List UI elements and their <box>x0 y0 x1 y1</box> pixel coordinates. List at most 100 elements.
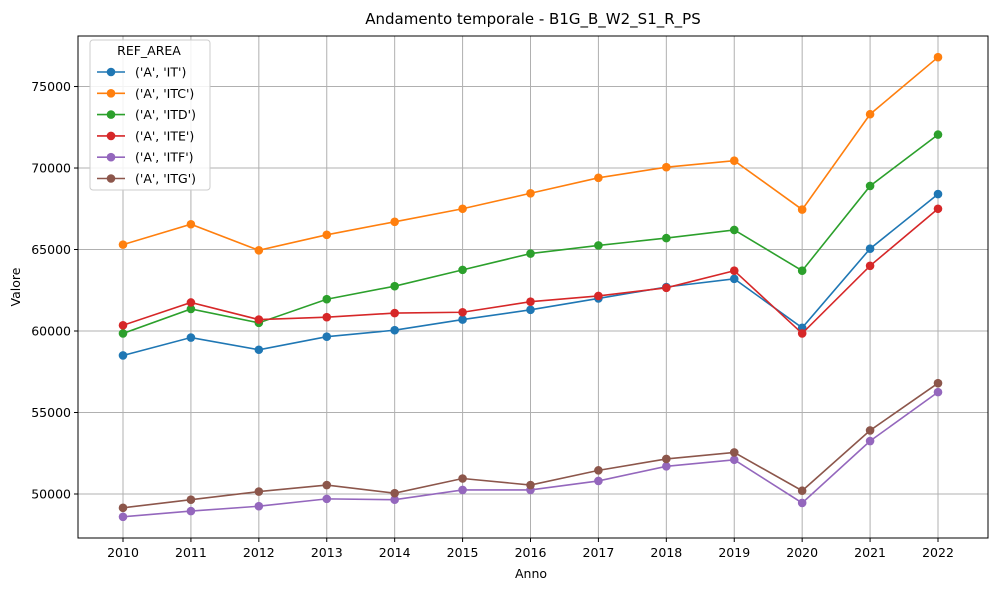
data-point <box>118 512 128 522</box>
series-4 <box>118 387 943 522</box>
chart-title: Andamento temporale - B1G_B_W2_S1_R_PS <box>365 10 700 29</box>
series-1 <box>118 52 943 255</box>
x-tick-label: 2018 <box>650 545 682 560</box>
data-point <box>322 480 332 490</box>
data-point <box>186 219 196 229</box>
legend-label: ('A', 'ITC') <box>135 86 194 101</box>
data-point <box>594 173 603 183</box>
data-point <box>186 304 196 314</box>
data-point <box>594 466 603 475</box>
legend-box <box>89 39 211 191</box>
x-tick-label: 2020 <box>786 545 818 560</box>
grid-lines <box>78 36 988 538</box>
data-point <box>729 266 739 276</box>
data-point <box>933 378 943 388</box>
data-point <box>865 261 875 271</box>
data-point <box>865 436 875 446</box>
legend-marker <box>106 131 116 141</box>
data-point <box>458 204 467 214</box>
data-point <box>186 506 196 516</box>
data-point <box>390 281 399 291</box>
data-point <box>186 495 196 504</box>
data-point <box>594 241 603 250</box>
data-point <box>729 448 739 457</box>
data-point <box>662 454 671 464</box>
y-tick-label: 50000 <box>31 486 71 501</box>
legend-label: ('A', 'ITD') <box>135 107 196 122</box>
data-point <box>390 217 399 227</box>
x-tick-label: 2013 <box>311 545 343 560</box>
legend-label: ('A', 'ITG') <box>135 171 196 186</box>
data-point <box>662 162 671 172</box>
data-point <box>254 501 264 511</box>
x-tick-label: 2015 <box>447 545 479 560</box>
x-axis-label: Anno <box>515 566 547 581</box>
data-point <box>729 455 739 465</box>
data-point <box>865 109 875 119</box>
data-point <box>526 305 535 315</box>
data-point <box>797 205 807 214</box>
legend-item: ('A', 'IT') <box>97 65 186 80</box>
data-point <box>118 329 128 338</box>
data-point <box>254 487 264 496</box>
y-axis-label: Valore <box>8 267 23 306</box>
x-tick-label: 2011 <box>175 545 207 560</box>
data-point <box>458 315 467 324</box>
data-point <box>662 233 671 243</box>
data-point <box>390 325 399 335</box>
y-tick-label: 65000 <box>31 242 71 257</box>
data-point <box>458 485 467 495</box>
series-group <box>118 52 943 522</box>
data-point <box>118 351 128 360</box>
data-point <box>729 225 739 235</box>
data-point <box>526 249 535 258</box>
x-axis-ticks: 2010 2011 2012 2013 2014 2015 2016 2017 2018 2019… <box>107 538 954 560</box>
data-point <box>933 52 943 62</box>
legend-items: ('A', 'IT') ('A', 'ITC') ('A', 'ITD') ('A',… <box>97 65 196 186</box>
data-point <box>594 291 603 301</box>
data-point <box>729 156 739 165</box>
x-tick-label: 2016 <box>515 545 547 560</box>
data-point <box>797 266 807 276</box>
x-tick-label: 2014 <box>379 545 411 560</box>
data-point <box>458 307 467 317</box>
data-point <box>797 486 807 496</box>
x-tick-label: 2012 <box>243 545 275 560</box>
data-point <box>118 503 128 513</box>
data-point <box>526 480 535 490</box>
legend-label: ('A', 'IT') <box>135 65 186 80</box>
x-tick-label: 2021 <box>854 545 886 560</box>
data-point <box>254 345 264 355</box>
legend-item: ('A', 'ITG') <box>97 171 196 186</box>
legend-label: ('A', 'ITE') <box>135 128 194 143</box>
data-point <box>865 181 875 191</box>
legend-label: ('A', 'ITF') <box>135 150 194 165</box>
legend-item: ('A', 'ITD') <box>97 107 196 122</box>
x-tick-label: 2019 <box>718 545 750 560</box>
data-point <box>458 265 467 275</box>
data-point <box>254 315 264 324</box>
data-point <box>322 312 332 322</box>
data-point <box>186 333 196 342</box>
y-axis-ticks: 50000 55000 60000 65000 70000 75000 <box>31 79 78 501</box>
data-point <box>390 495 399 504</box>
data-point <box>322 494 332 504</box>
data-point <box>322 332 332 342</box>
data-point <box>729 274 739 284</box>
series-3 <box>118 204 943 338</box>
data-point <box>186 298 196 307</box>
data-point <box>390 488 399 498</box>
legend-marker <box>106 152 116 162</box>
y-tick-label: 55000 <box>31 405 71 420</box>
data-point <box>797 498 807 508</box>
data-point <box>662 283 671 293</box>
legend: REF_AREA ('A', 'IT')('A', 'ITC')('A', 'I… <box>89 39 211 191</box>
legend-marker <box>106 110 116 119</box>
y-tick-label: 60000 <box>31 324 71 339</box>
data-point <box>933 387 943 397</box>
data-point <box>322 294 332 304</box>
data-point <box>118 321 128 330</box>
legend-item: ('A', 'ITF') <box>97 150 194 165</box>
data-point <box>322 230 332 240</box>
